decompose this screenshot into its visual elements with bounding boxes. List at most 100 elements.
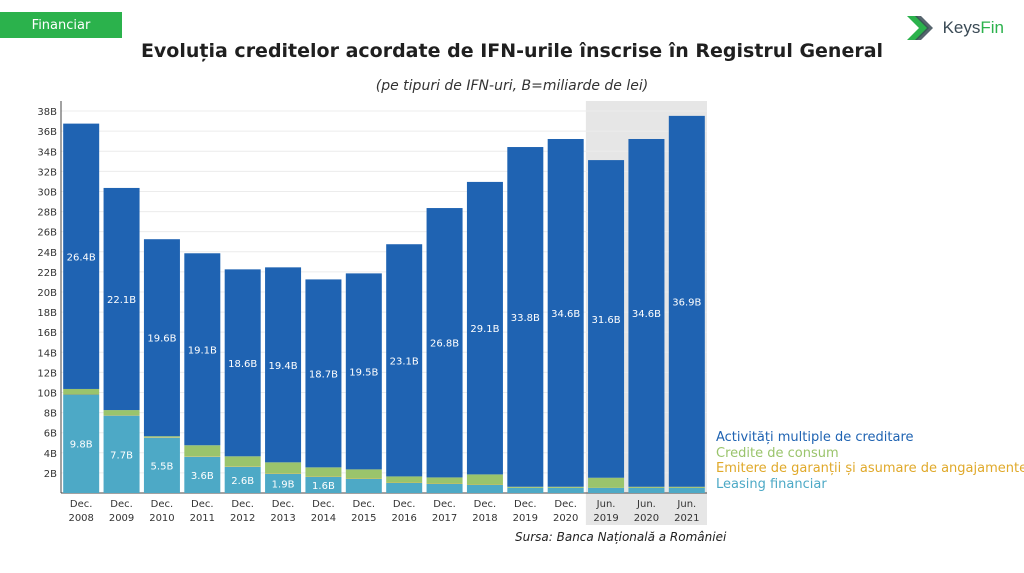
x-tick-label: Dec. [231, 499, 254, 510]
x-tick-label: 2020 [553, 513, 578, 524]
data-label: 23.1B [390, 356, 419, 367]
bar-segment [466, 181, 503, 475]
x-tick-label: Dec. [151, 499, 174, 510]
y-tick-label: 20B [37, 288, 57, 299]
bar-segment [265, 473, 302, 474]
x-tick-label: 2021 [674, 513, 699, 524]
bar-segment [628, 138, 665, 487]
data-label: 26.8B [430, 339, 459, 350]
bar-segment [184, 253, 221, 446]
x-tick-label: Dec. [312, 499, 335, 510]
bar-segment [143, 239, 180, 437]
bar-segment [588, 487, 625, 493]
data-label: 3.6B [191, 471, 214, 482]
bar-segment [143, 437, 180, 493]
data-label: 5.5B [151, 461, 174, 472]
chart-legend: Activități multiple de creditare Credite… [716, 430, 1024, 492]
data-label: 1.9B [272, 479, 295, 490]
x-tick-label: 2015 [351, 513, 376, 524]
bar-segment [184, 456, 221, 457]
bar-segment [103, 415, 140, 416]
bar-segment [224, 466, 261, 467]
data-label: 31.6B [591, 315, 620, 326]
bar-segment [386, 482, 423, 493]
chart-subtitle: (pe tipuri de IFN-uri, B=miliarde de lei… [375, 78, 649, 94]
x-tick-label: 2013 [270, 513, 295, 524]
legend-entry-credite-consum: Credite de consum [716, 445, 839, 461]
bar-segment [265, 473, 302, 493]
bar-segment [386, 482, 423, 483]
bar-segment [507, 486, 544, 488]
x-tick-label: Dec. [514, 499, 537, 510]
data-label: 29.1B [470, 324, 499, 335]
x-tick-label: Dec. [554, 499, 577, 510]
bar-segment [507, 487, 544, 493]
bar-segment [588, 160, 625, 478]
y-tick-label: 10B [37, 388, 57, 399]
data-label: 34.6B [551, 309, 580, 320]
x-tick-label: 2019 [513, 513, 538, 524]
bar-segment [305, 467, 342, 477]
bar-segment [426, 483, 463, 493]
x-tick-label: Dec. [191, 499, 214, 510]
x-tick-label: Jun. [596, 499, 616, 510]
y-tick-label: 8B [44, 409, 57, 420]
bar-segment [305, 476, 342, 477]
keysfin-chevron-icon [906, 16, 933, 40]
category-tag[interactable]: Financiar [0, 12, 122, 38]
bar-segment [628, 486, 665, 488]
legend-entry-emitere-garantii: Emitere de garanții și asumare de angaja… [716, 461, 1024, 476]
bar-segment [143, 437, 180, 438]
x-tick-label: 2016 [391, 513, 416, 524]
bar-segment [588, 477, 625, 488]
bar-segment [224, 466, 261, 493]
bar-segment [224, 269, 261, 457]
data-label: 26.4B [67, 252, 96, 263]
data-label: 19.1B [188, 345, 217, 356]
bar-segment [184, 445, 221, 457]
x-tick-label: 2010 [149, 513, 174, 524]
bar-segment [547, 138, 584, 487]
y-tick-label: 22B [37, 268, 57, 279]
bar-segment [103, 187, 140, 411]
data-label: 36.9B [672, 297, 701, 308]
bar-segment [507, 147, 544, 487]
x-tick-label: 2019 [593, 513, 618, 524]
x-tick-label: Dec. [353, 499, 376, 510]
data-label: 19.6B [147, 334, 176, 345]
bar-segment [345, 478, 382, 493]
y-tick-label: 16B [37, 328, 57, 339]
data-label: 1.6B [312, 481, 335, 492]
bar-segment [184, 456, 221, 493]
data-label: 18.7B [309, 369, 338, 380]
bar-segment [305, 476, 342, 493]
x-tick-label: Dec. [70, 499, 93, 510]
x-tick-label: 2014 [311, 513, 336, 524]
bar-segment [63, 123, 100, 389]
x-tick-label: 2011 [190, 513, 215, 524]
x-tick-label: Dec. [272, 499, 295, 510]
x-tick-label: 2008 [68, 513, 93, 524]
y-tick-label: 12B [37, 368, 57, 379]
x-tick-label: 2009 [109, 513, 134, 524]
y-tick-label: 38B [37, 107, 57, 118]
brand-name: KeysFin [942, 18, 1004, 37]
bar-segment [63, 388, 100, 394]
bar-segment [426, 483, 463, 484]
bar-segment [668, 487, 705, 493]
y-tick-label: 28B [37, 208, 57, 219]
y-tick-label: 6B [44, 429, 57, 440]
x-tick-label: Dec. [110, 499, 133, 510]
bar-segment [265, 267, 302, 463]
y-tick-label: 14B [37, 348, 57, 359]
y-tick-label: 18B [37, 308, 57, 319]
bar-segment [345, 273, 382, 470]
y-tick-label: 4B [44, 449, 57, 460]
x-tick-label: 2020 [634, 513, 659, 524]
data-label: 18.6B [228, 359, 257, 370]
legend-entry-activitati: Activități multiple de creditare [716, 430, 914, 445]
data-label: 34.6B [632, 309, 661, 320]
bar-segment [305, 279, 342, 468]
bar-segment [628, 487, 665, 493]
